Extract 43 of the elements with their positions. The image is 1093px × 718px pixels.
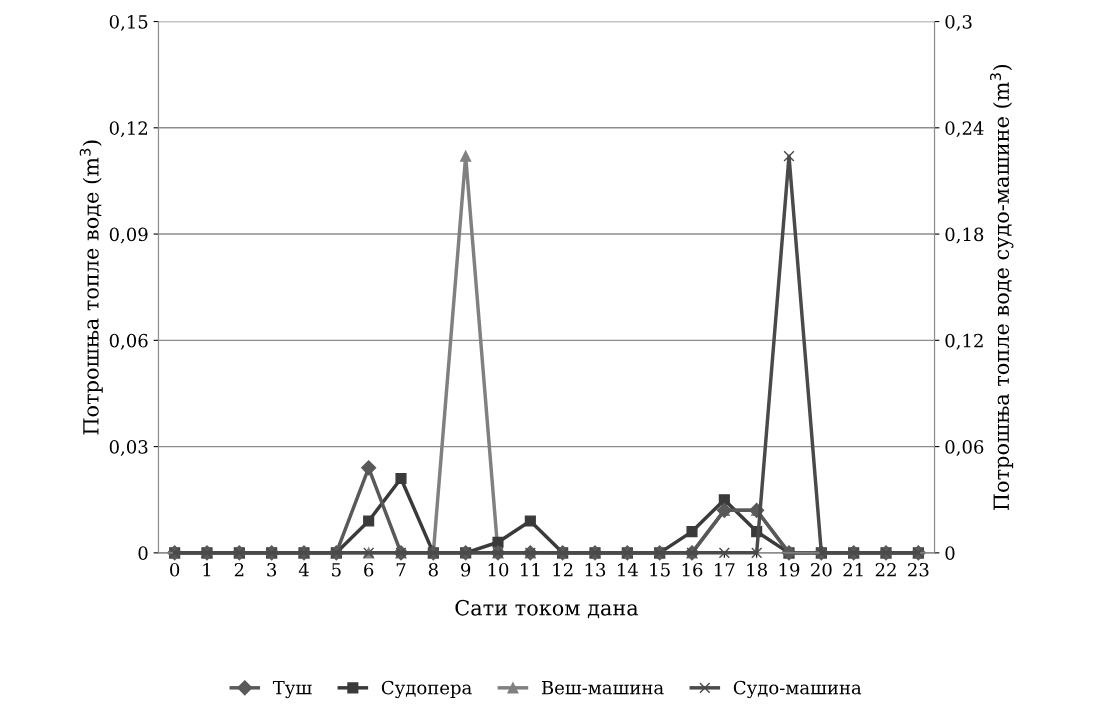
y-tick-label: 0,12 [109,121,147,138]
y-tick-label: 0,15 [109,15,148,31]
y2-tick-label: 0,12 [945,333,983,350]
x-tick-label: 16 [682,562,703,577]
y2-tick-label: 0 [945,546,955,560]
x-tick-label: 14 [618,562,638,577]
x-tick-label: 4 [298,562,309,577]
y2-tick-label: 0,06 [945,440,984,456]
y2-tick-label: 0,3 [945,15,972,31]
y-tick-label: 0,09 [109,227,148,244]
x-tick-label: 12 [553,562,573,577]
y-tick-label: 0 [138,546,148,560]
legend-label: Веш-машина [541,680,664,695]
x-tick-label: 0 [170,562,180,577]
x-tick-label: 20 [811,562,832,577]
x-tick-label: 11 [521,562,540,577]
x-tick-label: 2 [234,562,244,577]
y2-axis-title: Потрошња топле воде судо-машине (m$^{3}$) [989,65,1014,511]
x-tick-label: 9 [461,562,471,577]
x-tick-label: 15 [650,562,670,577]
x-tick-label: 7 [396,563,406,577]
y-tick-label: 0,03 [109,440,148,456]
x-tick-label: 10 [488,562,509,577]
x-tick-label: 22 [875,562,896,577]
legend-label: Туш [272,680,312,699]
x-tick-label: 8 [428,562,438,577]
y-tick-label: 0,06 [109,333,148,350]
x-tick-label: 18 [747,562,767,577]
x-tick-label: 21 [843,562,863,577]
y-axis-title: Потрошња топле воде (m$^{3}$) [79,140,103,435]
y2-tick-label: 0,18 [945,227,984,244]
x-tick-label: 17 [715,562,735,577]
x-tick-label: 5 [332,563,341,577]
x-tick-label: 19 [779,562,800,577]
x-axis-title: Сати током дана [455,599,639,619]
x-tick-label: 3 [267,562,277,577]
x-tick-label: 6 [364,562,374,577]
legend-label: Судопера [381,680,472,699]
legend-label: Судо-машина [733,680,862,699]
x-tick-label: 1 [203,562,211,577]
y2-tick-label: 0,24 [945,121,984,138]
x-tick-label: 13 [585,562,606,577]
x-tick-label: 23 [908,562,929,577]
